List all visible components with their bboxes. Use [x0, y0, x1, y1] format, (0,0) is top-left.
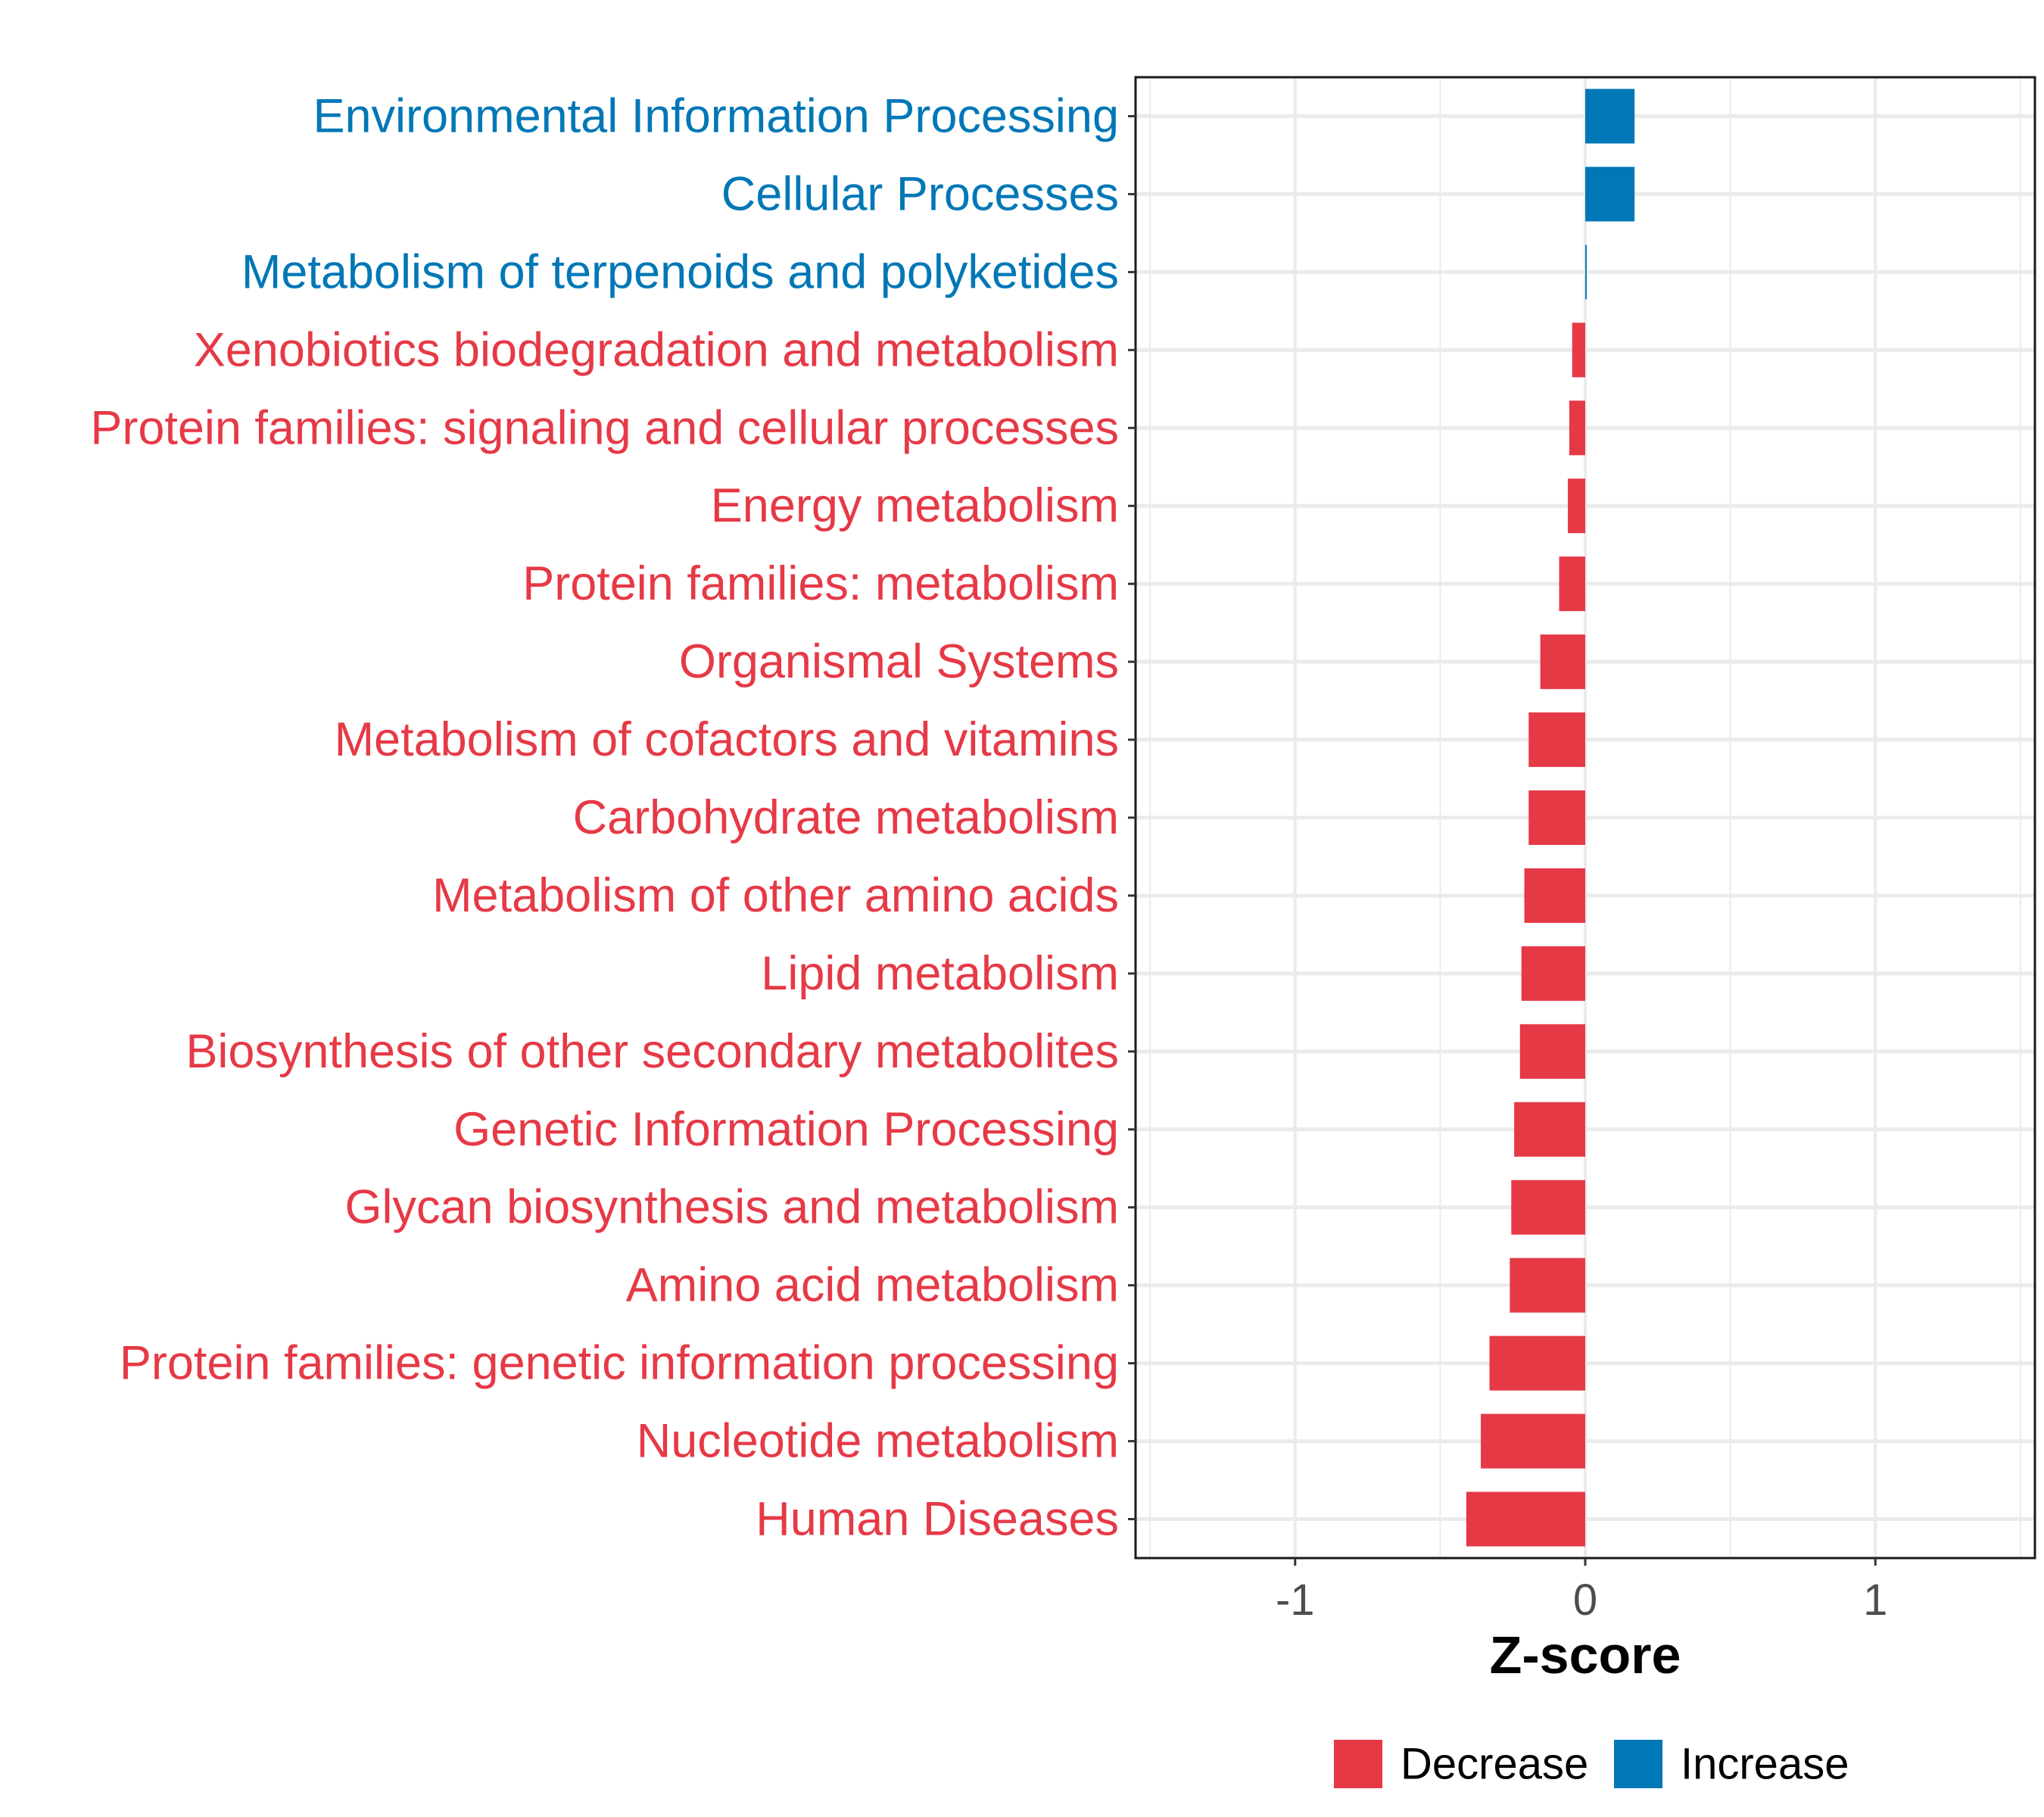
- bar: [1568, 478, 1585, 534]
- x-tick-label: -1: [1276, 1575, 1315, 1625]
- bar: [1481, 1413, 1585, 1469]
- bar: [1528, 790, 1585, 846]
- category-label: Nucleotide metabolism: [637, 1415, 1119, 1468]
- category-label: Metabolism of cofactors and vitamins: [335, 713, 1119, 766]
- x-tick-label: 1: [1863, 1575, 1887, 1625]
- legend-label-decrease: Decrease: [1401, 1740, 1588, 1789]
- category-label: Metabolism of terpenoids and polyketides: [241, 245, 1119, 298]
- category-label: Environmental Information Processing: [313, 89, 1119, 142]
- category-label: Protein families: metabolism: [522, 557, 1119, 610]
- category-label: Cellular Processes: [721, 167, 1119, 220]
- bar: [1466, 1491, 1585, 1547]
- bar: [1559, 556, 1585, 612]
- bar: [1519, 1024, 1585, 1079]
- legend-swatch-decrease: [1334, 1740, 1382, 1788]
- x-axis-ticks: -1 0 1: [1276, 1558, 1887, 1625]
- category-label: Protein families: signaling and cellular…: [90, 401, 1119, 454]
- category-label: Glycan biosynthesis and metabolism: [345, 1181, 1120, 1234]
- bar: [1528, 712, 1585, 768]
- category-label: Lipid metabolism: [761, 947, 1119, 1000]
- category-label: Human Diseases: [756, 1493, 1119, 1546]
- category-label: Energy metabolism: [711, 479, 1119, 532]
- bar: [1569, 400, 1585, 456]
- legend-swatch-increase: [1614, 1740, 1662, 1788]
- bar: [1524, 868, 1585, 923]
- category-label: Carbohydrate metabolism: [573, 791, 1119, 844]
- bars: [1466, 89, 1635, 1547]
- category-label: Amino acid metabolism: [626, 1259, 1119, 1312]
- legend: Decrease Increase: [1334, 1740, 1849, 1789]
- category-label: Xenobiotics biodegradation and metabolis…: [194, 323, 1119, 376]
- category-labels: Environmental Information Processing Cell…: [90, 89, 1136, 1546]
- bar: [1585, 89, 1635, 144]
- category-label: Protein families: genetic information pr…: [120, 1337, 1119, 1390]
- category-label: Metabolism of other amino acids: [432, 869, 1119, 922]
- category-label: Biosynthesis of other secondary metaboli…: [185, 1025, 1119, 1078]
- bar: [1514, 1102, 1585, 1157]
- legend-label-increase: Increase: [1681, 1740, 1849, 1789]
- bar: [1572, 323, 1585, 378]
- bar: [1521, 946, 1585, 1001]
- bar: [1585, 245, 1587, 300]
- category-label: Genetic Information Processing: [453, 1103, 1119, 1156]
- category-label: Organismal Systems: [679, 635, 1119, 688]
- bar: [1510, 1258, 1585, 1313]
- bar: [1540, 634, 1585, 690]
- x-axis-title: Z-score: [1490, 1625, 1681, 1685]
- x-tick-label: 0: [1573, 1575, 1597, 1625]
- bar: [1585, 167, 1635, 222]
- bar: [1511, 1180, 1585, 1235]
- bar: [1489, 1335, 1585, 1391]
